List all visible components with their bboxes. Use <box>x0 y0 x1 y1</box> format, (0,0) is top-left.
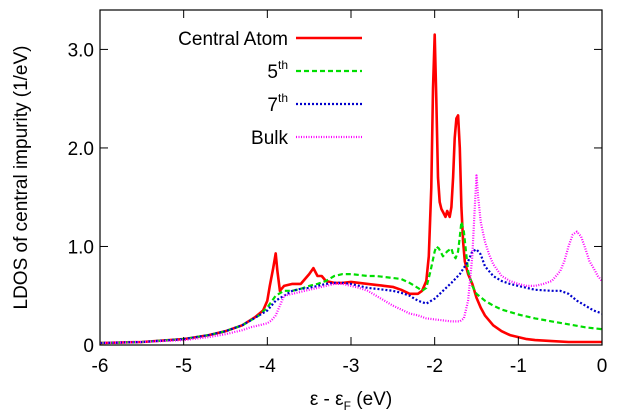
y-tick-label: 2.0 <box>68 139 94 160</box>
x-tick-label: 0 <box>597 356 608 377</box>
x-axis-title-subscript: F <box>344 399 351 413</box>
legend-label-main: Bulk <box>251 128 288 149</box>
y-axis-title: LDOS of central impurity (1/eV) <box>11 46 32 310</box>
legend-label: 7th <box>267 91 288 116</box>
x-tick-label: -6 <box>92 356 109 377</box>
legend-label: Bulk <box>251 128 288 149</box>
y-tick-label: 0 <box>83 336 94 357</box>
series-line-1 <box>99 220 603 345</box>
legend-label-superscript: th <box>278 91 288 105</box>
legend-label-main: Central Atom <box>178 29 288 50</box>
x-tick-label: -2 <box>426 356 443 377</box>
x-tick-label: -4 <box>259 356 276 377</box>
series-line-3 <box>99 174 603 345</box>
series-layer <box>99 33 603 345</box>
y-tick-label: 3.0 <box>68 40 94 61</box>
ticks-layer <box>99 10 603 346</box>
x-axis-title-main: ε - ε <box>310 389 344 410</box>
x-axis-title-unit: (eV) <box>351 389 392 410</box>
legend-label-main: 5 <box>267 62 278 83</box>
series-line-0 <box>99 33 602 345</box>
tick-labels-layer: -6 -5 -4 -3 -2 -1 0 0 1.0 2.0 3.0 <box>68 40 608 377</box>
y-tick-label: 1.0 <box>68 237 94 258</box>
legend-label: 5th <box>267 58 288 83</box>
legend-label-main: 7 <box>267 95 278 116</box>
x-tick-label: -5 <box>175 356 192 377</box>
series-line-2 <box>99 248 603 345</box>
x-tick-label: -1 <box>510 356 527 377</box>
plot-frame <box>99 9 603 346</box>
x-tick-label: -3 <box>343 356 360 377</box>
legend-label-superscript: th <box>278 58 288 72</box>
x-axis-title: ε - εF (eV) <box>310 389 392 413</box>
legend-label: Central Atom <box>178 29 288 50</box>
